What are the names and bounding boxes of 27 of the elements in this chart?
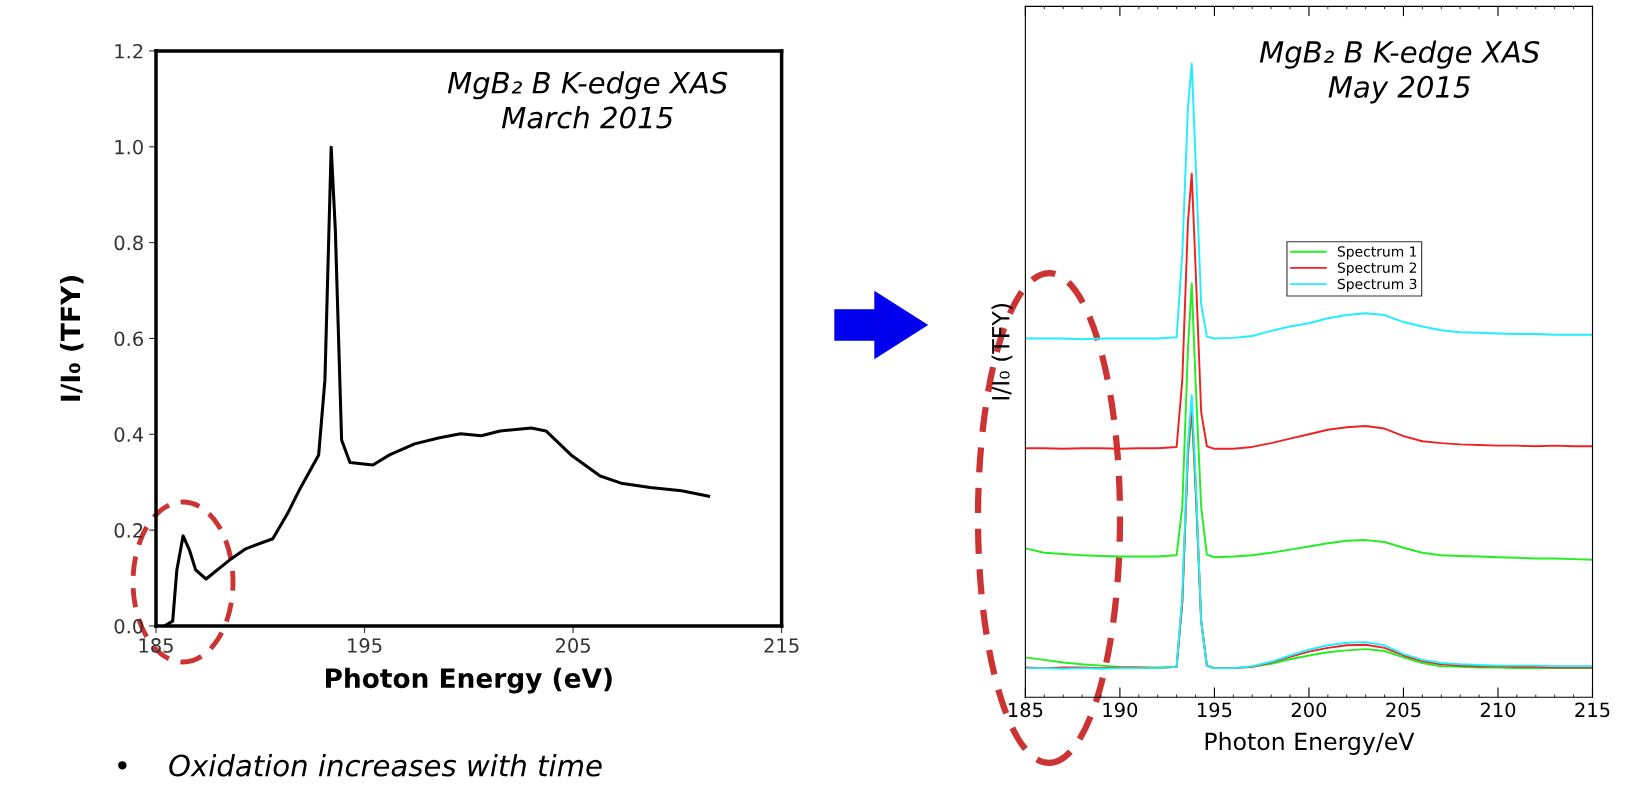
x-tick-label: 205 <box>1386 702 1421 718</box>
x-axis-title: Photon Energy/eV <box>1205 732 1415 755</box>
x-tick-label: 205 <box>555 638 590 653</box>
x-tick-label: 195 <box>1198 702 1232 718</box>
y-tick-label: 1.2 <box>115 43 143 59</box>
annotation: MgB₂ B K-edge XAS May 2015 <box>1259 40 1540 104</box>
x-tick-label: 200 <box>1291 702 1327 718</box>
legend-label: Spectrum 1 <box>1337 246 1417 260</box>
x-tick-label: 190 <box>1103 702 1138 718</box>
y-axis-title: I/I₀ (TFY) <box>991 304 1013 400</box>
x-tick-label: 185 <box>139 638 173 653</box>
y-tick-label: 0.4 <box>114 427 144 442</box>
x-tick-label: 215 <box>764 638 799 653</box>
legend-label: Spectrum 3 <box>1337 278 1417 292</box>
y-axis-title: I/I₀ (TFY) <box>59 276 84 401</box>
legend-label: Spectrum 2 <box>1337 262 1417 276</box>
x-tick-label: 215 <box>1575 702 1610 718</box>
x-axis-title: Photon Energy (eV) <box>326 667 612 694</box>
x-tick-label: 185 <box>1008 702 1043 718</box>
y-tick-label: 0.6 <box>114 331 143 347</box>
x-tick-label: 195 <box>348 638 382 653</box>
y-tick-label: 0.2 <box>114 523 143 538</box>
annotation: MgB₂ B K-edge XAS March 2015 <box>447 71 728 129</box>
x-tick-label: 210 <box>1480 702 1516 718</box>
y-tick-label: 0.8 <box>114 235 143 251</box>
text: • Oxidation increases with time <box>118 754 602 777</box>
y-tick-label: 1.0 <box>115 139 143 155</box>
